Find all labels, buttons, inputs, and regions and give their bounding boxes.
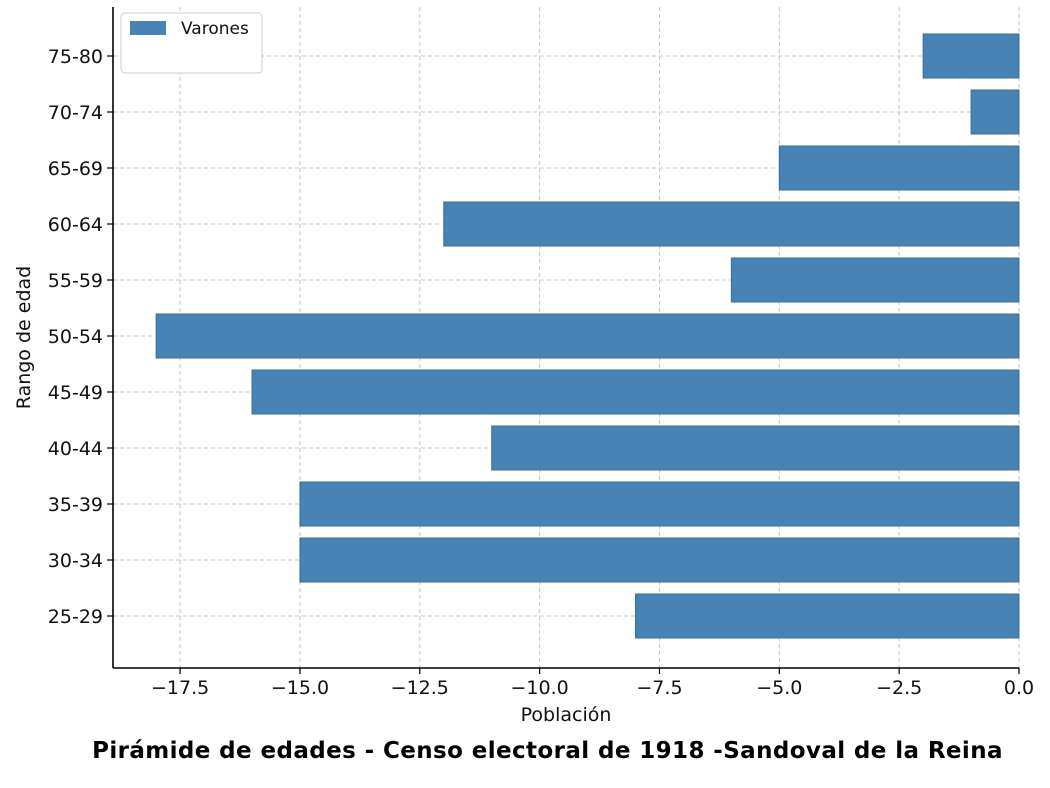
bar [443, 201, 1020, 247]
x-tick-label: −17.5 [151, 677, 209, 699]
bar [635, 593, 1020, 639]
x-tick-label: −12.5 [391, 677, 449, 699]
y-tick-label: 70-74 [48, 102, 103, 124]
bar [251, 369, 1020, 415]
bar [299, 537, 1020, 583]
legend: Varones [120, 12, 263, 74]
bar [155, 313, 1020, 359]
x-tick-label: 0.0 [1004, 677, 1034, 699]
y-tick-label: 60-64 [48, 214, 103, 236]
x-tick-label: −7.5 [636, 677, 682, 699]
bar [922, 33, 1020, 79]
y-axis-label: Rango de edad [13, 266, 35, 409]
y-tick-label: 55-59 [48, 270, 103, 292]
y-tick-label: 25-29 [48, 606, 103, 628]
chart-title: Pirámide de edades - Censo electoral de … [92, 738, 1003, 764]
y-ticks: 25-29 30-34 35-39 40-44 45-49 50-54 55-59 60-64… [48, 46, 113, 628]
y-tick-label: 30-34 [48, 550, 103, 572]
bar [778, 145, 1020, 191]
bar [970, 89, 1020, 135]
y-tick-label: 50-54 [48, 326, 103, 348]
y-tick-label: 40-44 [48, 438, 103, 460]
legend-swatch [130, 21, 166, 35]
y-tick-label: 45-49 [48, 382, 103, 404]
x-tick-label: −2.5 [876, 677, 922, 699]
bar [730, 257, 1020, 303]
y-tick-label: 75-80 [48, 46, 103, 68]
y-tick-label: 35-39 [48, 494, 103, 516]
bar [491, 425, 1020, 471]
chart: −17.5 −15.0 −12.5 −10.0 −7.5 −5.0 −2.5 0.0 25-2… [13, 7, 1034, 726]
x-ticks: −17.5 −15.0 −12.5 −10.0 −7.5 −5.0 −2.5 0.0 [151, 668, 1034, 699]
y-tick-label: 65-69 [48, 158, 103, 180]
x-tick-label: −15.0 [271, 677, 329, 699]
x-tick-label: −10.0 [511, 677, 569, 699]
x-tick-label: −5.0 [756, 677, 802, 699]
bars [155, 33, 1020, 639]
axes [112, 7, 1019, 669]
bar [299, 481, 1020, 527]
legend-label: Varones [181, 19, 249, 39]
x-axis-label: Población [521, 704, 612, 726]
